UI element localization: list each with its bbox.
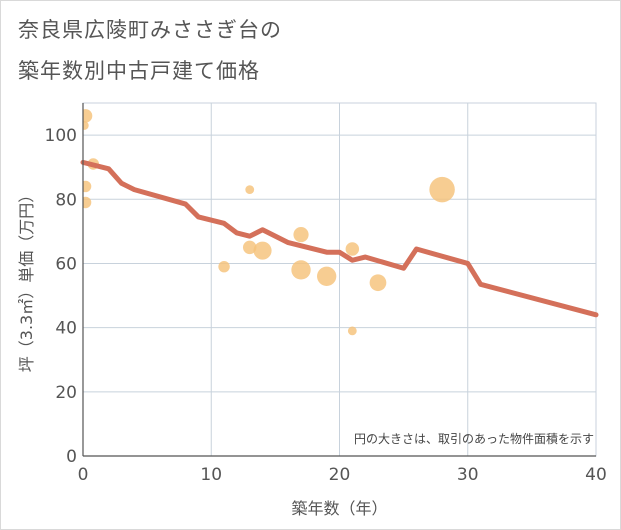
scatter-point xyxy=(291,260,310,279)
y-tick-label: 80 xyxy=(55,190,77,210)
x-tick-label: 20 xyxy=(329,465,351,485)
y-tick-label: 20 xyxy=(55,383,77,403)
scatter-point xyxy=(293,227,308,242)
chart-grid xyxy=(83,103,596,456)
y-axis-label: 坪（3.3㎡）単価（万円） xyxy=(17,187,36,372)
chart-plot: 0 10 20 30 40 0 20 40 60 80 100 築年数（年） 坪（3.3㎡）単価（万… xyxy=(0,0,621,530)
x-axis-label: 築年数（年） xyxy=(291,499,387,518)
scatter-point xyxy=(80,197,91,208)
x-tick-label: 10 xyxy=(200,465,222,485)
scatter-point xyxy=(79,109,92,122)
scatter-point xyxy=(317,267,336,286)
bubble-size-note: 円の大きさは、取引のあった物件面積を示す xyxy=(354,431,594,446)
x-tick-label: 30 xyxy=(457,465,479,485)
scatter-point xyxy=(218,261,229,272)
x-tick-label: 0 xyxy=(78,465,89,485)
y-tick-label: 60 xyxy=(55,254,77,274)
scatter-point xyxy=(429,177,454,202)
y-tick-label: 100 xyxy=(45,126,77,146)
scatter-point xyxy=(346,242,359,255)
scatter-point xyxy=(370,274,387,291)
y-tick-label: 0 xyxy=(66,447,77,467)
scatter-point xyxy=(348,326,357,335)
y-tick-label: 40 xyxy=(55,319,77,339)
scatter-point xyxy=(80,181,91,192)
scatter-series xyxy=(79,109,455,335)
scatter-point xyxy=(254,242,272,260)
scatter-point xyxy=(245,185,254,194)
scatter-point xyxy=(80,121,89,130)
x-tick-label: 40 xyxy=(585,465,607,485)
